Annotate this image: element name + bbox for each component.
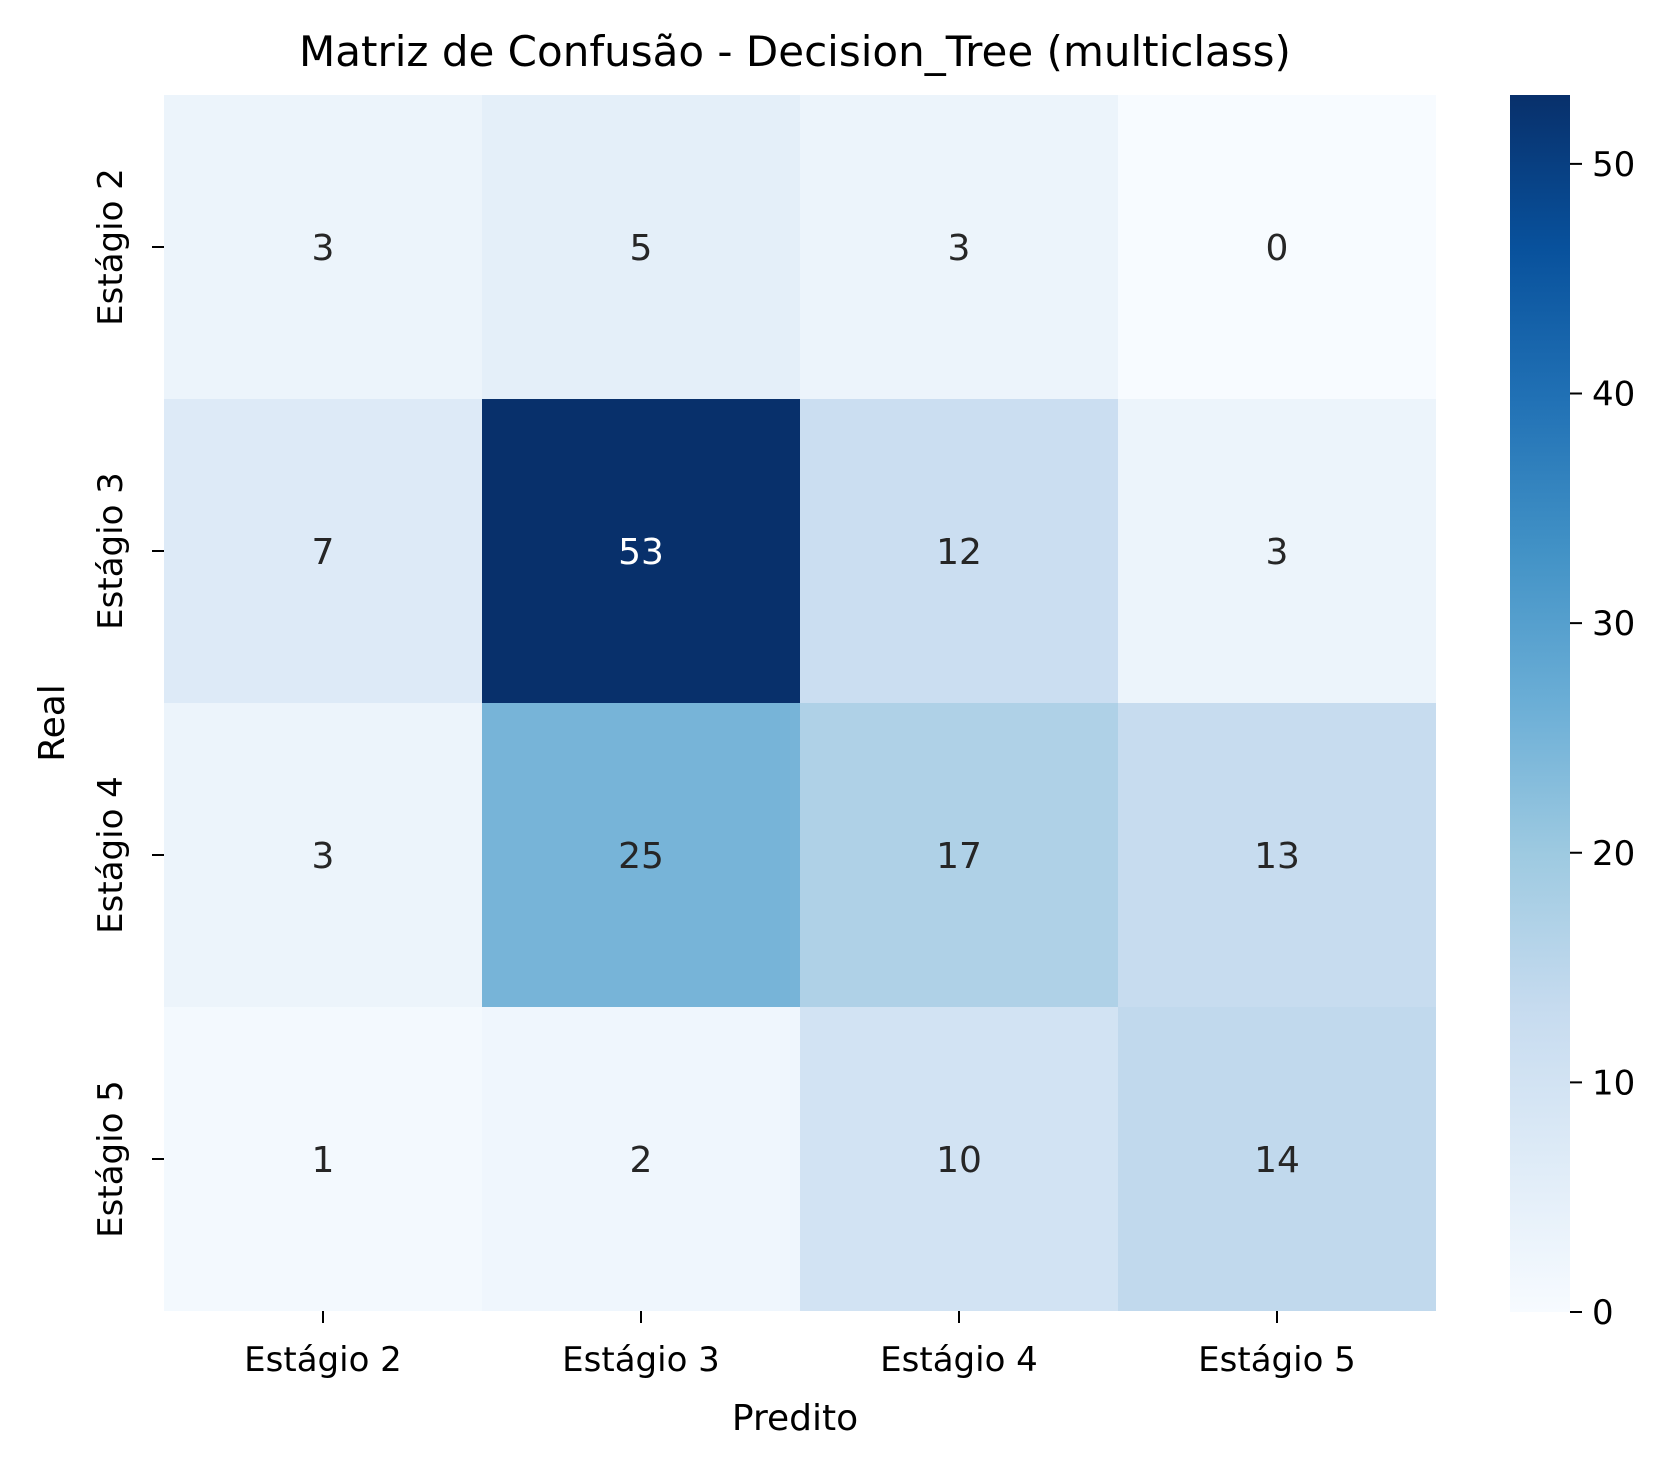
heatmap-cell-r2-c1: [482, 703, 800, 1007]
colorbar-tick-label: 50: [1592, 145, 1635, 185]
heatmap-cell-r1-c0: [164, 399, 482, 703]
cell-value-label: 14: [1254, 1140, 1300, 1181]
y-tick-label: Estágio 3: [91, 472, 131, 630]
x-axis-label: Predito: [732, 1398, 858, 1439]
colorbar-tick-label: 30: [1592, 604, 1635, 644]
cell-value-label: 53: [618, 532, 664, 573]
y-tick-label: Estágio 4: [91, 776, 131, 934]
heatmap-cell-r0-c1: [482, 95, 800, 399]
colorbar-tick-label: 20: [1592, 834, 1635, 874]
cell-value-label: 25: [618, 836, 664, 877]
heatmap-cell-r3-c1: [482, 1007, 800, 1311]
y-axis-label: Real: [32, 684, 73, 762]
heatmap-cell-r3-c2: [800, 1007, 1118, 1311]
heatmap-cell-r1-c3: [1118, 399, 1436, 703]
chart-title: Matriz de Confusão - Decision_Tree (mult…: [299, 27, 1291, 76]
y-tick-label: Estágio 5: [91, 1080, 131, 1238]
heatmap-cell-r0-c3: [1118, 95, 1436, 399]
x-tick-label: Estágio 3: [562, 1340, 720, 1380]
heatmap-cell-r1-c1: [482, 399, 800, 703]
cell-value-label: 12: [936, 532, 982, 573]
heatmap-cell-r2-c2: [800, 703, 1118, 1007]
x-axis-ticks: Estágio 2 Estágio 3 Estágio 4 Estágio 5: [244, 1311, 1356, 1380]
cell-value-label: 3: [1266, 532, 1289, 573]
cell-value-label: 1: [312, 1140, 335, 1181]
cell-value-label: 3: [312, 836, 335, 877]
cell-value-label: 3: [312, 228, 335, 269]
heatmap-cell-r2-c3: [1118, 703, 1436, 1007]
x-tick-label: Estágio 2: [244, 1340, 402, 1380]
cell-value-label: 7: [312, 532, 335, 573]
cell-value-label: 2: [630, 1140, 653, 1181]
heatmap-cell-r2-c0: [164, 703, 482, 1007]
y-axis-ticks: Estágio 2 Estágio 3 Estágio 4 Estágio 5: [91, 168, 164, 1238]
colorbar-tick-label: 0: [1592, 1293, 1614, 1333]
colorbar-tick-label: 40: [1592, 375, 1635, 415]
cell-value-label: 3: [948, 228, 971, 269]
cell-value-label: 0: [1266, 228, 1289, 269]
colorbar: [1510, 95, 1570, 1312]
cell-value-label: 5: [630, 228, 653, 269]
heatmap-cell-r3-c0: [164, 1007, 482, 1311]
x-tick-label: Estágio 5: [1198, 1340, 1356, 1380]
cell-value-label: 17: [936, 836, 982, 877]
cell-value-label: 10: [936, 1140, 982, 1181]
x-tick-label: Estágio 4: [880, 1340, 1038, 1380]
heatmap-cells: 3 5 3 07 53 12 33 25 17 131 2 10 14: [164, 95, 1436, 1311]
heatmap-cell-r1-c2: [800, 399, 1118, 703]
heatmap-cell-r3-c3: [1118, 1007, 1436, 1311]
colorbar-tick-label: 10: [1592, 1063, 1635, 1103]
heatmap-cell-r0-c2: [800, 95, 1118, 399]
cell-value-label: 13: [1254, 836, 1300, 877]
y-tick-label: Estágio 2: [91, 168, 131, 326]
heatmap-cell-r0-c0: [164, 95, 482, 399]
colorbar-ticks: 0 10 20 30 40 50: [1570, 145, 1635, 1333]
